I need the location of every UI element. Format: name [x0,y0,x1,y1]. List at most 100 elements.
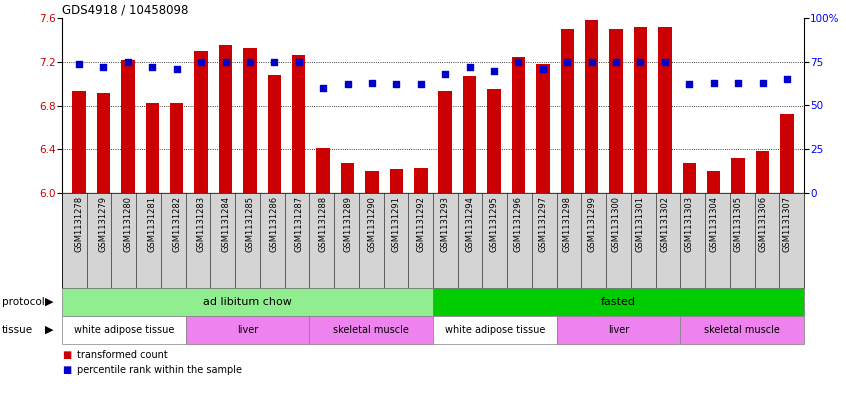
Point [487,67,501,73]
Point [683,81,696,88]
Text: GSM1131284: GSM1131284 [221,196,230,252]
Bar [292,55,305,193]
Point [243,59,256,65]
Text: tissue: tissue [2,325,33,335]
Point [634,59,647,65]
Text: GSM1131287: GSM1131287 [294,196,303,252]
Bar [219,45,233,193]
Bar [121,60,135,193]
Point [707,80,721,86]
Text: GSM1131280: GSM1131280 [124,196,133,252]
Point [609,59,623,65]
Bar [512,57,525,193]
Text: GSM1131290: GSM1131290 [367,196,376,252]
Bar [732,158,744,193]
Bar [536,64,550,193]
Bar [438,91,452,193]
Text: GSM1131293: GSM1131293 [441,196,450,252]
Bar [683,163,696,193]
Bar [195,51,208,193]
Point [414,81,427,88]
Point [365,80,379,86]
Point [267,59,281,65]
Point [292,59,305,65]
Bar [634,27,647,193]
Text: GSM1131303: GSM1131303 [684,196,694,252]
Text: ▶: ▶ [45,325,53,335]
Bar [707,171,721,193]
Bar [680,316,804,344]
Bar [365,171,379,193]
Bar [585,20,598,193]
Text: ad libitum chow: ad libitum chow [203,297,292,307]
Point [170,66,184,72]
Text: liver: liver [237,325,258,335]
Text: GSM1131304: GSM1131304 [709,196,718,252]
Text: GDS4918 / 10458098: GDS4918 / 10458098 [62,3,189,16]
Text: protocol: protocol [2,297,45,307]
Bar [244,48,256,193]
Point [731,80,744,86]
Bar [487,89,501,193]
Bar [62,316,185,344]
Point [219,59,233,65]
Bar [414,168,427,193]
Point [341,81,354,88]
Text: GSM1131283: GSM1131283 [196,196,206,252]
Text: GSM1131298: GSM1131298 [563,196,572,252]
Bar [658,27,672,193]
Bar [463,76,476,193]
Text: ■: ■ [62,365,71,375]
Text: GSM1131292: GSM1131292 [416,196,426,252]
Text: white adipose tissue: white adipose tissue [445,325,545,335]
Point [146,64,159,70]
Text: skeletal muscle: skeletal muscle [333,325,409,335]
Point [96,64,110,70]
Bar [780,114,794,193]
Text: GSM1131288: GSM1131288 [319,196,327,252]
Point [755,80,769,86]
Text: GSM1131291: GSM1131291 [392,196,401,252]
Text: transformed count: transformed count [77,350,168,360]
Text: GSM1131286: GSM1131286 [270,196,279,252]
Bar [341,163,354,193]
Point [121,59,135,65]
Text: GSM1131299: GSM1131299 [587,196,596,252]
Point [316,85,330,91]
Text: GSM1131279: GSM1131279 [99,196,108,252]
Point [536,66,550,72]
Text: GSM1131285: GSM1131285 [245,196,255,252]
Text: GSM1131294: GSM1131294 [465,196,474,252]
Bar [310,316,433,344]
Point [463,64,476,70]
Bar [390,169,403,193]
Bar [267,75,281,193]
Text: skeletal muscle: skeletal muscle [704,325,780,335]
Point [780,76,794,83]
Bar [170,103,184,193]
Text: GSM1131300: GSM1131300 [612,196,621,252]
Bar [561,29,574,193]
Point [658,59,672,65]
Text: GSM1131307: GSM1131307 [783,196,791,252]
Point [561,59,574,65]
Text: GSM1131302: GSM1131302 [661,196,669,252]
Point [195,59,208,65]
Bar [557,316,680,344]
Bar [73,91,85,193]
Text: GSM1131278: GSM1131278 [74,196,84,252]
Bar [755,151,769,193]
Text: ▶: ▶ [45,297,53,307]
Point [585,59,598,65]
Bar [316,148,330,193]
Bar [146,103,159,193]
Text: GSM1131281: GSM1131281 [148,196,157,252]
Point [72,61,85,67]
Bar [433,288,804,316]
Text: GSM1131289: GSM1131289 [343,196,352,252]
Text: GSM1131282: GSM1131282 [173,196,181,252]
Text: GSM1131295: GSM1131295 [490,196,498,252]
Bar [609,29,623,193]
Point [438,71,452,77]
Text: GSM1131306: GSM1131306 [758,196,767,252]
